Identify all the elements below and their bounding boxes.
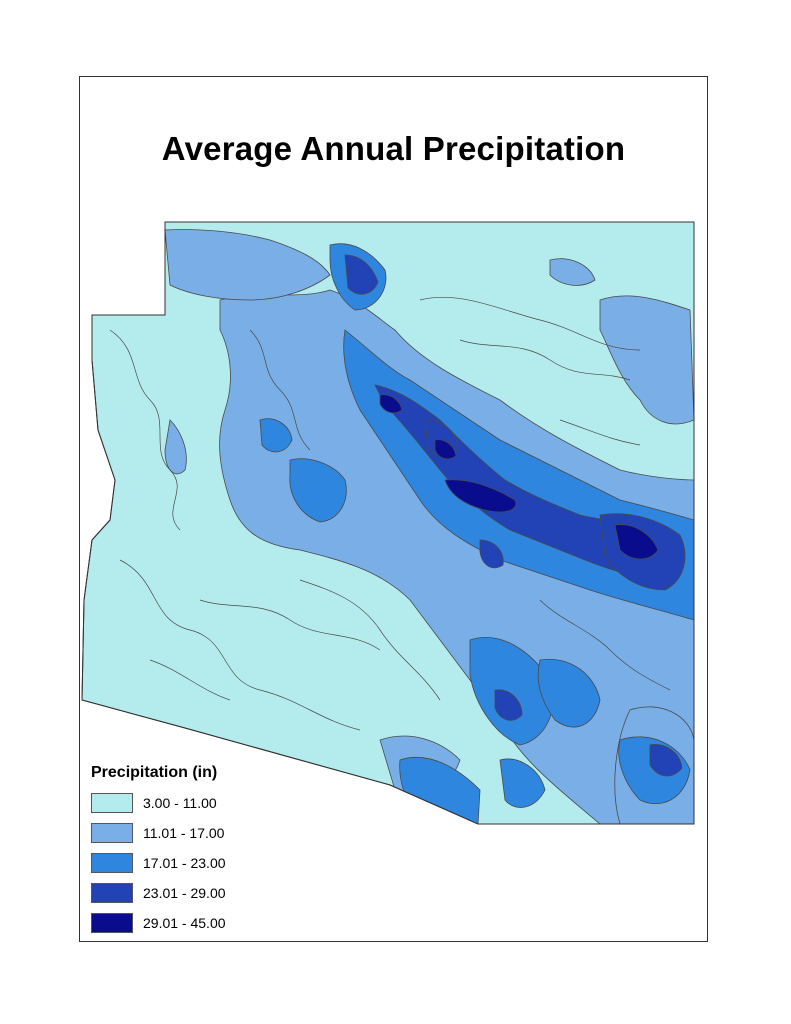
legend-label: 17.01 - 23.00 bbox=[143, 855, 226, 871]
legend-label: 23.01 - 29.00 bbox=[143, 885, 226, 901]
legend-swatch bbox=[91, 823, 133, 843]
legend-label: 11.01 - 17.00 bbox=[143, 825, 225, 841]
zone-29-45 bbox=[379, 394, 659, 560]
contour-lines bbox=[109, 296, 671, 731]
legend-label: 3.00 - 11.00 bbox=[143, 795, 217, 811]
legend-swatch bbox=[91, 883, 133, 903]
map-title: Average Annual Precipitation bbox=[161, 130, 626, 167]
precipitation-zones bbox=[109, 229, 694, 824]
legend-swatch bbox=[91, 853, 133, 873]
legend-swatch bbox=[91, 913, 133, 933]
state-border bbox=[81, 221, 695, 825]
legend-swatch bbox=[91, 793, 133, 813]
legend-title: Precipitation (in) bbox=[91, 764, 218, 781]
legend-label: 29.01 - 45.00 bbox=[143, 915, 226, 931]
